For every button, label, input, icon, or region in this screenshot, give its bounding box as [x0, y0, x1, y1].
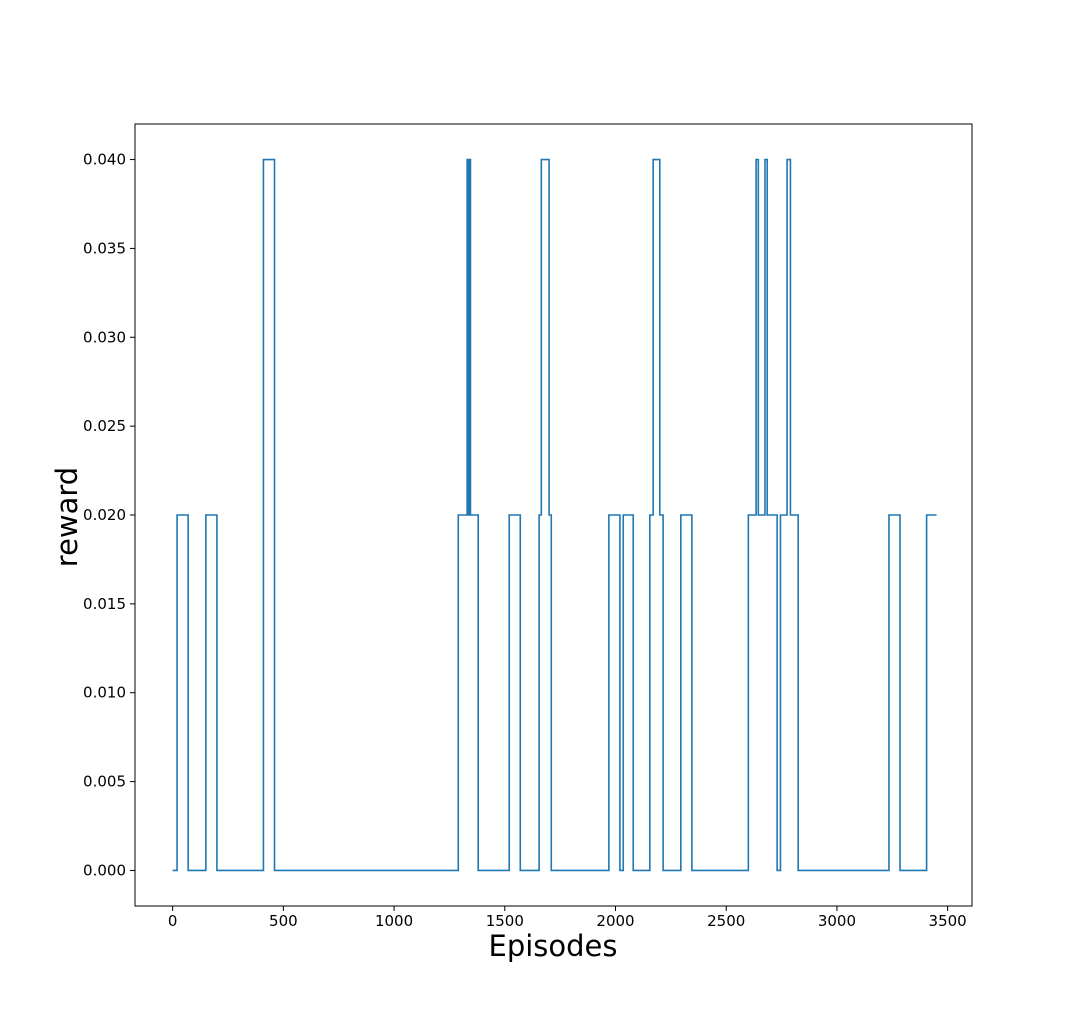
y-tick-label: 0.005 [83, 773, 126, 791]
x-tick-label: 500 [269, 912, 298, 930]
y-axis-title: reward [50, 467, 84, 567]
x-axis-title: Episodes [489, 929, 618, 963]
x-tick-label: 2500 [707, 912, 745, 930]
x-tick-label: 1500 [486, 912, 524, 930]
y-tick-label: 0.025 [83, 417, 126, 435]
y-tick-label: 0.020 [83, 506, 126, 524]
x-tick-label: 1000 [375, 912, 413, 930]
y-tick-label: 0.035 [83, 239, 126, 257]
y-tick-label: 0.015 [83, 595, 126, 613]
x-tick-label: 0 [168, 912, 178, 930]
y-tick-label: 0.010 [83, 684, 126, 702]
x-axis-ticks: 0 500 1000 1500 2000 2500 3000 3500 [168, 906, 967, 930]
y-axis-ticks: 0.000 0.005 0.010 0.015 0.020 0.025 0.030 0.035… [83, 151, 135, 879]
x-tick-label: 3000 [818, 912, 856, 930]
x-tick-label: 2000 [596, 912, 634, 930]
plot-background [135, 124, 972, 906]
y-tick-label: 0.030 [83, 328, 126, 346]
x-tick-label: 3500 [929, 912, 967, 930]
series-line-reward [172, 158, 937, 872]
y-tick-label: 0.040 [83, 151, 126, 169]
y-tick-label: 0.000 [83, 861, 126, 879]
plot-frame [134, 123, 973, 907]
